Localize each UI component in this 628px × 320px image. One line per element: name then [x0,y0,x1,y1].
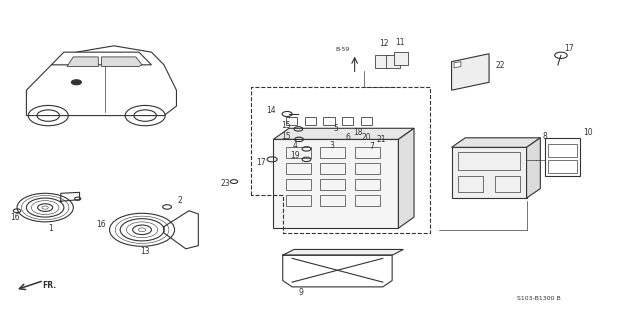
Text: 13: 13 [141,247,150,256]
Bar [355,195,380,206]
Text: 4: 4 [293,141,298,150]
Bar [545,138,580,176]
Text: 16: 16 [10,212,20,222]
Text: 17: 17 [256,158,266,167]
Bar [286,163,311,174]
Bar [394,52,408,65]
Circle shape [72,80,82,85]
Polygon shape [283,250,403,255]
Polygon shape [67,57,99,67]
Bar [355,179,380,190]
Bar [342,117,354,125]
Polygon shape [102,57,142,67]
Text: 8: 8 [542,132,547,141]
Bar [355,163,380,174]
Bar [548,144,577,157]
Polygon shape [454,62,461,68]
Text: 2: 2 [177,196,182,205]
Bar [458,152,521,170]
Bar [286,179,311,190]
Bar [376,55,389,68]
Text: 7: 7 [369,142,374,151]
Bar [355,147,380,158]
Bar [548,160,577,173]
Bar [361,117,372,125]
Bar [305,117,316,125]
Text: 6: 6 [346,133,351,142]
Text: 5: 5 [333,124,338,133]
Polygon shape [526,138,540,198]
Bar [495,176,521,192]
Bar [323,117,335,125]
Text: 17: 17 [564,44,574,52]
Bar [286,117,297,125]
Bar [386,55,399,68]
Text: FR.: FR. [42,282,56,291]
Bar [320,195,345,206]
Polygon shape [452,138,540,147]
Bar [320,163,345,174]
Text: 12: 12 [379,39,389,48]
Text: 1: 1 [48,224,53,233]
Polygon shape [51,52,151,65]
Bar [320,147,345,158]
Text: 18: 18 [353,128,362,137]
Bar [458,176,483,192]
Polygon shape [452,54,489,90]
Polygon shape [452,147,526,198]
Text: S103-B1300 B: S103-B1300 B [517,296,561,300]
Text: 10: 10 [583,128,592,137]
Text: 22: 22 [495,61,505,70]
Text: B-59: B-59 [335,46,349,52]
Polygon shape [273,140,398,228]
Text: 23: 23 [220,179,230,188]
Text: 19: 19 [290,151,300,160]
Bar [286,195,311,206]
Text: 9: 9 [298,288,303,297]
Text: 15: 15 [281,132,291,141]
Bar [320,179,345,190]
Text: 16: 16 [97,220,106,228]
Text: 15: 15 [281,121,291,130]
Polygon shape [273,128,414,140]
Bar [286,147,311,158]
Text: 21: 21 [376,135,386,144]
Polygon shape [398,128,414,228]
Text: 11: 11 [396,38,405,47]
Text: 3: 3 [329,141,334,150]
Polygon shape [26,46,176,116]
Text: 14: 14 [267,106,276,115]
Text: 20: 20 [361,133,371,142]
